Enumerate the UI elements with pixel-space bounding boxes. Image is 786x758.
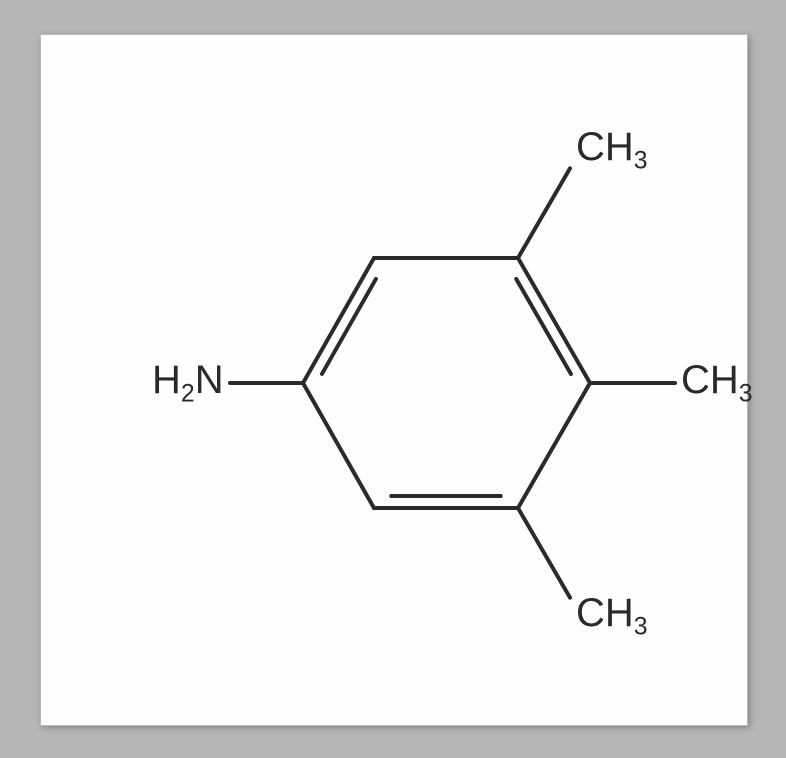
label-methyl-5: CH3 bbox=[576, 591, 648, 642]
label-methyl-3: CH3 bbox=[576, 125, 648, 176]
chemical-structure-canvas: H2N CH3 CH3 CH3 bbox=[41, 35, 747, 725]
diagram-panel: H2N CH3 CH3 CH3 bbox=[40, 34, 748, 726]
label-methyl-4: CH3 bbox=[681, 358, 753, 409]
label-amine: H2N bbox=[152, 358, 224, 409]
